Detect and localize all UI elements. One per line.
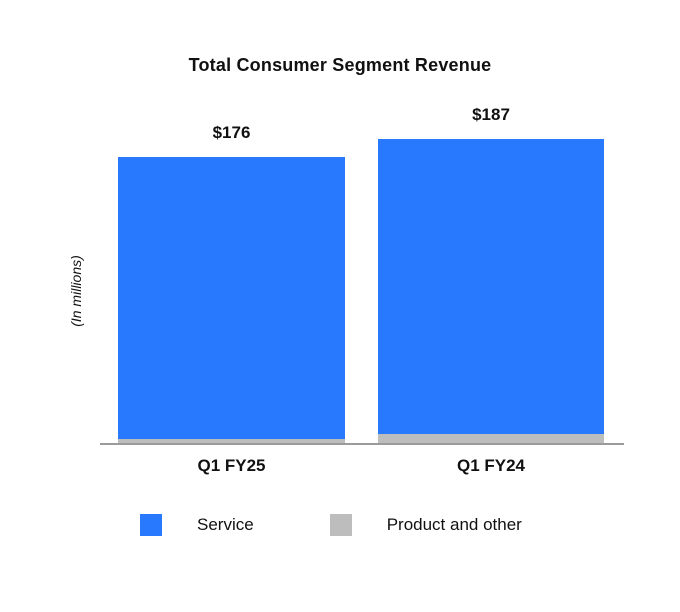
legend-item-product-and-other: Product and other: [329, 514, 522, 536]
legend: Service Product and other: [140, 514, 522, 536]
product-color-swatch: [329, 514, 352, 536]
bar-column-q1fy24: $187: [378, 105, 604, 444]
x-axis-line: [100, 443, 624, 445]
legend-label: Service: [197, 515, 254, 534]
bar-segment-product: [118, 439, 345, 444]
bar-value-label: $176: [212, 123, 251, 142]
bar-segment-service: [118, 157, 345, 439]
bar-value-label: $187: [472, 105, 510, 124]
x-tick-label-q1fy25: Q1 FY25: [197, 456, 266, 475]
legend-label: Product and other: [386, 515, 522, 534]
stacked-bar: [118, 157, 345, 444]
chart-title: Total Consumer Segment Revenue: [188, 55, 492, 75]
bar-segment-product: [378, 434, 604, 444]
legend-item-service: Service: [140, 514, 254, 536]
bar-column-q1fy25: $176: [118, 123, 345, 444]
x-tick-label-q1fy24: Q1 FY24: [456, 456, 526, 475]
stacked-bar: [378, 139, 604, 444]
bar-segment-service: [378, 139, 604, 434]
service-color-swatch: [140, 514, 162, 536]
